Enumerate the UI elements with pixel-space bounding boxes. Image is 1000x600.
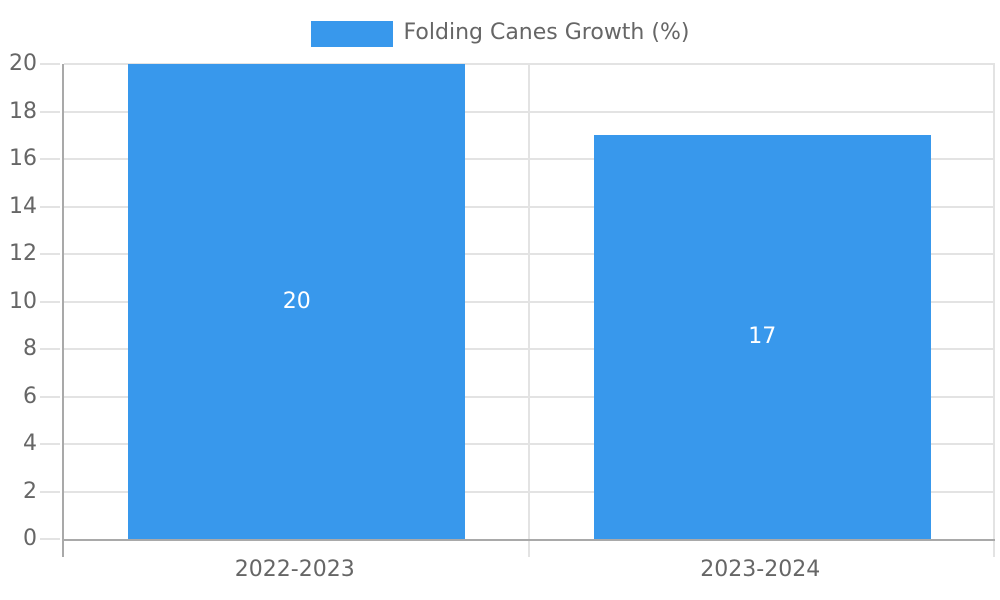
bar-value-label: 20: [282, 288, 311, 314]
bar-value-label: 17: [748, 324, 777, 350]
y-axis-tick-label: 0: [23, 526, 37, 551]
y-gridline: [64, 253, 995, 255]
y-axis-ticks: [40, 63, 60, 540]
y-gridline: [64, 300, 995, 303]
y-gridline: [64, 395, 995, 398]
y-tick-mark: [40, 300, 60, 303]
y-axis-tick-label: 4: [23, 431, 37, 456]
y-gridline: [64, 158, 995, 160]
y-axis-tick-label: 6: [23, 383, 37, 409]
y-axis-tick-label: 14: [9, 193, 37, 219]
x-axis-tick-label: 2023-2024: [700, 557, 821, 582]
y-tick-mark: [40, 395, 60, 398]
y-axis-tick-label: 20: [9, 51, 37, 76]
x-tick-mark: [62, 541, 64, 557]
y-axis-labels: 0 2 4 6 8 10 12 14 16 18 20: [0, 53, 37, 550]
y-gridline: [64, 348, 995, 350]
legend-swatch: [310, 20, 393, 47]
y-tick-mark: [40, 538, 60, 540]
y-tick-mark: [40, 443, 60, 445]
y-gridline: [64, 110, 995, 113]
y-axis-tick-label: 10: [9, 288, 37, 314]
y-gridline: [64, 205, 995, 208]
legend-label: Folding Canes Growth (%): [403, 20, 690, 46]
x-tick-mark: [993, 541, 995, 557]
y-tick-mark: [40, 110, 60, 113]
y-tick-mark: [40, 348, 60, 350]
y-tick-mark: [40, 253, 60, 255]
bar-2022-2023[interactable]: 20: [128, 64, 466, 539]
x-gridline: [527, 64, 530, 539]
y-axis-tick-label: 2: [23, 478, 37, 504]
x-axis-tick-label: 2022-2023: [234, 557, 355, 582]
bar-2023-2024[interactable]: 17: [593, 135, 931, 539]
y-axis-tick-label: 8: [23, 336, 37, 361]
x-gridline: [993, 64, 995, 539]
plot-area: 20 17: [62, 63, 995, 557]
y-gridline: [64, 63, 995, 65]
y-gridline: [64, 443, 995, 445]
x-axis-labels: 2022-2023 2023-2024: [62, 557, 993, 587]
y-tick-mark: [40, 158, 60, 160]
x-tick-mark: [527, 541, 530, 557]
y-gridline: [64, 490, 995, 493]
y-tick-mark: [40, 63, 60, 65]
y-axis-tick-label: 18: [9, 98, 37, 124]
y-axis-tick-label: 12: [9, 241, 37, 266]
y-tick-mark: [40, 205, 60, 208]
legend[interactable]: Folding Canes Growth (%): [0, 20, 1000, 47]
y-tick-mark: [40, 490, 60, 493]
y-axis-tick-label: 16: [9, 146, 37, 171]
